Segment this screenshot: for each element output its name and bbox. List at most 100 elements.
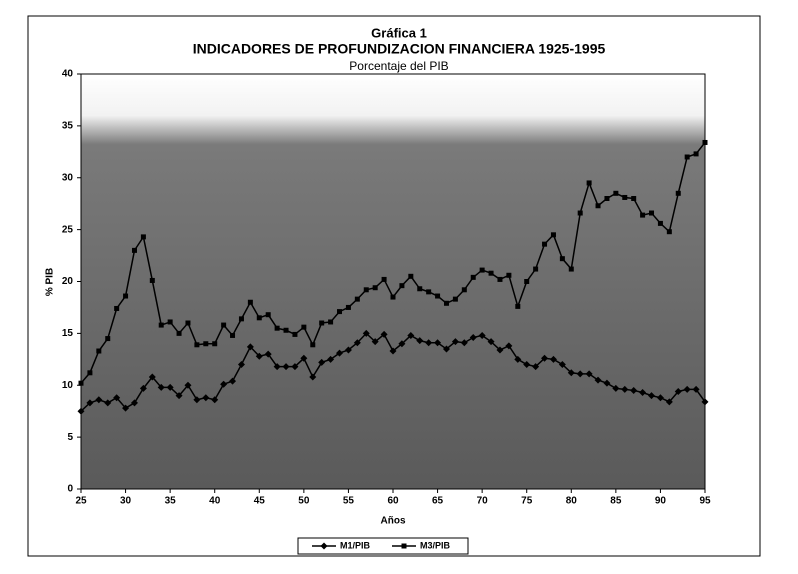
data-point xyxy=(283,327,289,333)
data-point xyxy=(336,349,344,357)
data-point xyxy=(568,266,574,272)
data-point xyxy=(202,394,210,402)
data-point xyxy=(621,385,629,393)
data-point xyxy=(434,339,442,347)
data-point xyxy=(148,373,156,381)
data-point xyxy=(95,396,103,404)
legend-label: M1/PIB xyxy=(340,540,371,550)
x-tick-label: 40 xyxy=(209,496,221,507)
data-point xyxy=(158,322,164,328)
data-point xyxy=(96,348,102,354)
data-point xyxy=(157,383,165,391)
data-point xyxy=(496,346,504,354)
data-point xyxy=(408,273,414,279)
data-point xyxy=(104,399,112,407)
data-point xyxy=(238,316,244,322)
data-point xyxy=(497,276,503,282)
data-point xyxy=(114,305,120,311)
data-point xyxy=(166,383,174,391)
data-point xyxy=(622,194,628,200)
data-point xyxy=(273,363,281,371)
data-point xyxy=(184,381,192,389)
data-point xyxy=(657,220,663,226)
data-point xyxy=(470,274,476,280)
data-point xyxy=(469,334,477,342)
data-point xyxy=(577,210,583,216)
data-point xyxy=(221,322,227,328)
data-point xyxy=(532,363,540,371)
data-point xyxy=(131,247,137,253)
plot-area xyxy=(80,73,706,490)
data-point xyxy=(390,294,396,300)
data-point xyxy=(362,329,370,337)
data-point xyxy=(417,286,423,292)
data-point xyxy=(255,352,263,360)
data-point xyxy=(282,363,290,371)
data-point xyxy=(549,355,557,363)
data-point xyxy=(487,338,495,346)
data-point xyxy=(407,331,415,339)
x-tick-label: 70 xyxy=(477,496,489,507)
data-point xyxy=(594,376,602,384)
data-point xyxy=(274,325,280,331)
data-point xyxy=(665,398,673,406)
data-point xyxy=(203,341,209,347)
x-tick-label: 80 xyxy=(566,496,578,507)
legend-marker xyxy=(320,542,328,550)
data-point xyxy=(541,354,549,362)
data-point xyxy=(604,196,610,201)
data-point xyxy=(380,330,388,338)
legend-label: M3/PIB xyxy=(420,540,451,550)
data-point xyxy=(167,319,173,325)
data-point xyxy=(230,332,236,338)
data-point xyxy=(139,384,147,392)
data-point xyxy=(461,287,467,293)
data-point xyxy=(442,345,450,353)
data-point xyxy=(337,309,343,315)
legend-marker xyxy=(401,543,407,549)
y-tick-label: 35 xyxy=(62,121,74,132)
data-point xyxy=(585,370,593,378)
data-point xyxy=(176,330,182,336)
data-point xyxy=(595,203,601,209)
data-point xyxy=(488,270,494,276)
x-tick-label: 35 xyxy=(165,496,177,507)
y-tick-label: 40 xyxy=(62,69,74,80)
chart-subtitle2: Porcentaje del PIB xyxy=(349,59,448,73)
data-point xyxy=(113,394,121,402)
data-point xyxy=(130,399,138,407)
y-tick-label: 5 xyxy=(67,432,73,443)
data-point xyxy=(425,339,433,347)
data-point xyxy=(559,256,565,262)
data-point xyxy=(674,387,682,395)
data-point xyxy=(327,355,335,363)
x-tick-label: 95 xyxy=(699,496,711,507)
data-point xyxy=(576,370,584,378)
data-point xyxy=(683,385,691,393)
data-point xyxy=(264,350,272,358)
data-point xyxy=(630,386,638,394)
y-tick-label: 30 xyxy=(62,172,74,183)
data-point xyxy=(523,361,531,368)
data-point xyxy=(550,232,556,238)
data-point xyxy=(310,342,316,348)
data-point xyxy=(416,337,424,345)
x-tick-label: 30 xyxy=(120,496,132,507)
x-tick-label: 60 xyxy=(387,496,399,507)
data-point xyxy=(684,154,690,160)
data-point xyxy=(542,241,548,247)
data-point xyxy=(452,296,458,302)
x-tick-label: 45 xyxy=(254,496,266,507)
data-point xyxy=(515,303,521,309)
chart-subtitle: INDICADORES DE PROFUNDIZACION FINANCIERA… xyxy=(193,41,606,57)
data-point xyxy=(211,396,219,404)
data-point xyxy=(229,377,237,385)
data-point xyxy=(460,339,468,347)
data-point xyxy=(389,347,397,355)
data-point xyxy=(345,304,351,310)
y-axis-label: % PIB xyxy=(45,268,56,296)
data-point xyxy=(354,296,360,302)
data-point xyxy=(675,190,681,196)
data-point xyxy=(265,312,271,318)
